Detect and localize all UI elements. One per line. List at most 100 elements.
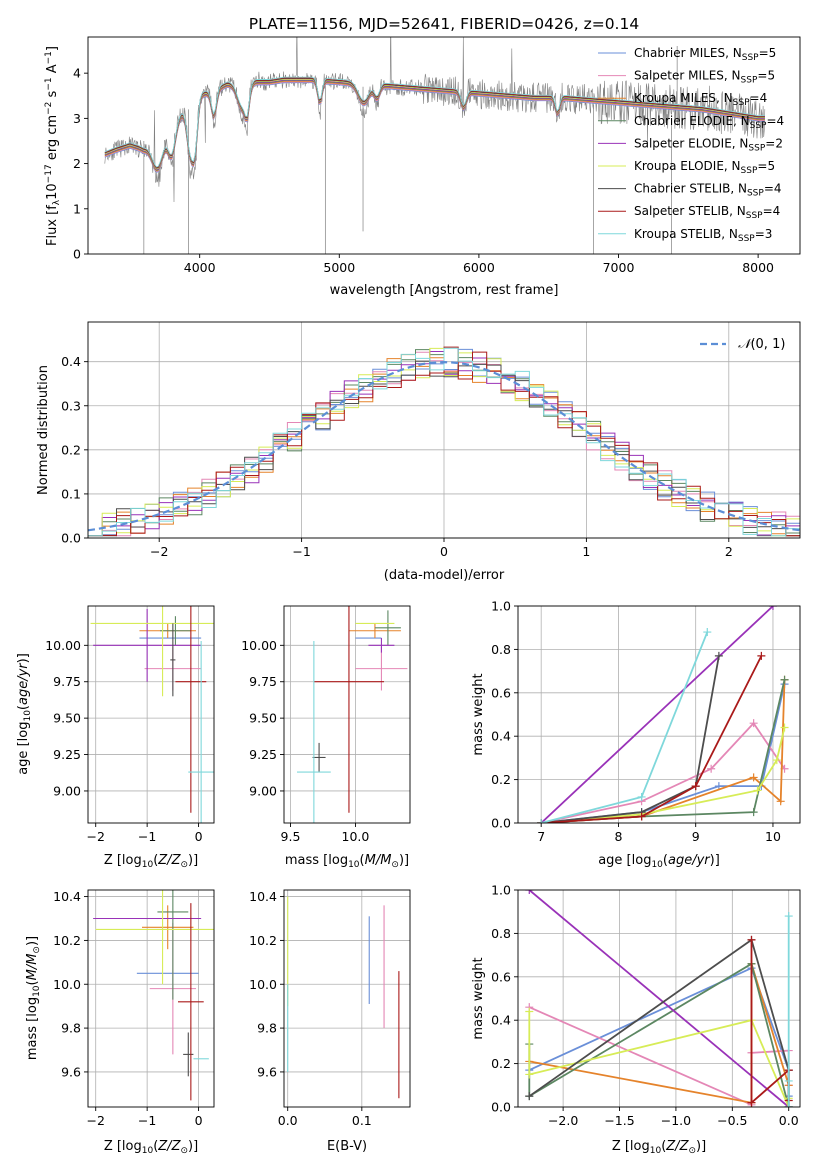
- legend-label: Salpeter MILES, NSSP=5: [634, 69, 775, 86]
- spectrum-legend: Chabrier MILES, NSSP=5 Salpeter MILES, NS…: [598, 46, 784, 244]
- x-tick-label: −1.5: [604, 1113, 634, 1128]
- y-tick-label: 0.6: [491, 685, 511, 700]
- legend-label: Chabrier STELIB, NSSP=4: [634, 182, 782, 199]
- axes-frame: [87, 36, 801, 255]
- axes-weight-vs-Z: −2.0 −1.5 −1.0 −0.5 0.0 0.0 0.2 0.4 0.6 0.8 1.0 Z […: [471, 883, 801, 1156]
- y-tick-label: 10.2: [249, 933, 277, 948]
- weight-point-marker: [525, 1092, 534, 1101]
- x-axis-label: Z [log10(Z/Z⊙)]: [104, 1139, 198, 1156]
- y-tick-label: 10.00: [45, 638, 81, 653]
- y-tick-label: 0.2: [61, 442, 81, 457]
- weight-point-marker: [703, 628, 712, 637]
- axes-frame: [283, 605, 411, 824]
- plot-area: [93, 890, 214, 1101]
- x-tick-label: 7: [537, 829, 545, 844]
- weight-point-marker: [637, 812, 646, 821]
- legend-label: Salpeter ELODIE, NSSP=2: [634, 136, 783, 153]
- y-tick-label: 9.75: [249, 674, 277, 689]
- x-tick-label: 9.5: [281, 829, 301, 844]
- y-tick-label: 9.25: [53, 747, 81, 762]
- y-tick-label: 9.00: [249, 783, 277, 798]
- plot-area: [287, 896, 400, 1099]
- weight-point-marker: [707, 764, 716, 773]
- axes-age-vs-Z: −2 −1 0 9.00 9.25 9.50 9.75 10.00 Z [log10(Z/Z⊙)…: [16, 605, 215, 870]
- weight-point-marker: [747, 935, 756, 944]
- weight-point-marker: [780, 723, 789, 732]
- axes-frame: [517, 605, 801, 824]
- x-tick-label: 0: [440, 544, 448, 559]
- weight-series-line: [541, 655, 763, 823]
- weight-point-marker: [637, 792, 646, 801]
- legend-label: Chabrier ELODIE, NSSP=4: [634, 114, 784, 131]
- y-tick-label: 0.0: [491, 816, 511, 831]
- y-tick-label: 10.2: [53, 933, 81, 948]
- weight-point-marker: [747, 1098, 756, 1107]
- y-tick-label: 0.0: [491, 1100, 511, 1115]
- legend-label: Chabrier MILES, NSSP=5: [634, 46, 776, 63]
- legend-label: Kroupa ELODIE, NSSP=5: [634, 159, 775, 176]
- y-tick-label: 0.4: [61, 354, 81, 369]
- figure-title: PLATE=1156, MJD=52641, FIBERID=0426, z=0…: [249, 15, 639, 33]
- y-tick-label: 10.0: [53, 977, 81, 992]
- x-tick-label: 8000: [742, 260, 774, 275]
- weight-point-marker: [784, 1103, 793, 1107]
- weight-point-marker: [749, 808, 758, 817]
- y-axis-label: mass weight: [471, 673, 486, 755]
- weight-point-marker: [749, 773, 758, 782]
- axes-mass-vs-EBV: 0.0 0.1 9.6 9.8 10.0 10.2 10.4 E(B-V): [249, 889, 411, 1154]
- plot-area: [537, 606, 789, 823]
- x-tick-label: 7000: [603, 260, 635, 275]
- x-tick-label: 0.0: [278, 1113, 298, 1128]
- legend-label: Kroupa STELIB, NSSP=3: [634, 227, 772, 244]
- x-tick-label: 4000: [184, 260, 216, 275]
- x-tick-label: 8: [614, 829, 622, 844]
- y-tick-label: 9.00: [53, 783, 81, 798]
- y-tick-label: 9.50: [53, 711, 81, 726]
- axes-mass-vs-Z: −2 −1 0 9.6 9.8 10.0 10.2 10.4 Z [log10(Z/Z⊙)] ma…: [25, 889, 215, 1156]
- weight-series-line: [540, 606, 774, 823]
- x-tick-label: 1: [582, 544, 590, 559]
- plot-area: [90, 606, 214, 823]
- x-axis-label: (data-model)/error: [384, 568, 505, 583]
- legend-label: Salpeter STELIB, NSSP=4: [634, 204, 780, 221]
- y-axis-label: age [log10(age/yr)]: [16, 653, 33, 775]
- y-tick-label: 9.75: [53, 674, 81, 689]
- y-tick-label: 1.0: [491, 883, 511, 898]
- x-tick-label: 10.0: [342, 829, 370, 844]
- y-tick-label: 0.2: [491, 772, 511, 787]
- x-tick-label: 5000: [323, 260, 355, 275]
- plot-area: [296, 606, 408, 823]
- plot-area: [104, 37, 766, 254]
- weight-point-marker: [537, 819, 546, 823]
- x-tick-label: 6000: [463, 260, 495, 275]
- y-tick-label: 9.25: [249, 747, 277, 762]
- weight-point-marker: [784, 1076, 793, 1085]
- weight-point-marker: [525, 1070, 534, 1079]
- weight-point-marker: [525, 1007, 534, 1016]
- y-tick-label: 9.8: [257, 1021, 277, 1036]
- y-tick-label: 9.6: [257, 1064, 277, 1079]
- normal-reference-curve: [88, 360, 800, 532]
- x-axis-label: mass [log10(M/M⊙)]: [285, 853, 409, 870]
- y-tick-label: 9.50: [249, 711, 277, 726]
- weight-point-marker: [784, 912, 793, 921]
- y-tick-label: 1: [73, 201, 81, 216]
- y-tick-label: 0.8: [491, 642, 511, 657]
- x-tick-label: 0.1: [352, 1113, 372, 1128]
- axes-frame: [87, 605, 215, 824]
- weight-point-marker: [757, 651, 766, 660]
- x-tick-label: −2: [86, 829, 104, 844]
- weight-point-marker: [753, 786, 762, 795]
- plot-area: [88, 346, 800, 537]
- weight-point-marker: [780, 675, 789, 684]
- y-tick-label: 10.0: [249, 977, 277, 992]
- x-tick-label: −1: [138, 1113, 156, 1128]
- x-tick-label: 9: [692, 829, 700, 844]
- y-tick-label: 0.1: [61, 486, 81, 501]
- x-axis-label: age [log10(age/yr)]: [598, 853, 720, 870]
- weight-point-marker: [691, 782, 700, 791]
- x-tick-label: −2: [86, 1113, 104, 1128]
